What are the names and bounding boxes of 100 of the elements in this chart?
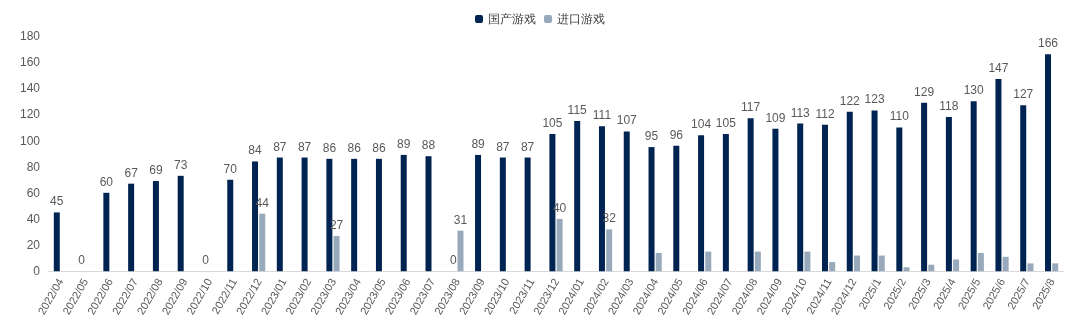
data-label: 31 (453, 212, 468, 227)
bar (333, 235, 340, 272)
bar (524, 157, 531, 272)
bar (945, 117, 952, 272)
data-label: 87 (297, 139, 312, 154)
y-tick-label: 40 (26, 211, 41, 226)
bar (53, 212, 60, 272)
data-label: 117 (741, 100, 761, 115)
data-label: 112 (815, 106, 835, 121)
bar (896, 127, 903, 272)
bar (829, 262, 836, 272)
data-label: 123 (864, 92, 885, 107)
bar (152, 181, 159, 272)
bar (1020, 105, 1027, 272)
data-label: 60 (99, 174, 114, 189)
bar (804, 251, 811, 272)
y-tick-label: 0 (33, 264, 41, 279)
data-label: 73 (174, 157, 188, 172)
bar (227, 179, 234, 272)
data-label: 105 (542, 116, 563, 131)
data-label: 45 (50, 194, 64, 209)
bar (953, 259, 960, 272)
legend-label: 国产游戏 (488, 12, 536, 26)
data-label: 113 (790, 105, 811, 120)
bar (1052, 263, 1059, 272)
data-label: 69 (149, 163, 163, 178)
data-label: 87 (520, 139, 535, 154)
bar (259, 213, 266, 272)
bar (103, 192, 110, 272)
data-label: 0 (202, 253, 210, 268)
data-label: 129 (914, 84, 935, 99)
bar (903, 267, 910, 272)
bar (177, 175, 184, 272)
data-label: 111 (592, 108, 612, 123)
data-label: 87 (496, 139, 510, 154)
bar (1045, 54, 1052, 272)
data-label: 88 (421, 138, 436, 153)
bar (754, 251, 761, 272)
data-label: 104 (691, 117, 712, 132)
data-label: 0 (449, 253, 457, 268)
bar (499, 157, 506, 272)
bar (995, 79, 1002, 272)
bar (606, 229, 613, 272)
bar (797, 123, 804, 272)
data-label: 147 (988, 61, 1009, 76)
bar (853, 255, 860, 272)
bar (846, 111, 853, 272)
y-tick-label: 160 (19, 55, 41, 70)
data-label: 86 (372, 140, 386, 155)
data-label: 86 (347, 140, 362, 155)
bar (375, 158, 382, 272)
data-label: 95 (644, 129, 659, 144)
bar (977, 252, 984, 272)
data-label: 84 (248, 143, 263, 158)
data-label: 86 (322, 140, 337, 155)
bar (556, 218, 563, 272)
bar (1027, 263, 1034, 272)
y-tick-label: 80 (26, 159, 41, 174)
data-label: 89 (397, 136, 411, 151)
y-tick-label: 100 (19, 133, 41, 148)
bar (276, 157, 283, 272)
data-label: 122 (839, 93, 861, 108)
bar (574, 120, 581, 272)
data-label: 118 (939, 99, 959, 114)
bar (648, 147, 655, 272)
bar (655, 252, 662, 272)
data-label: 70 (223, 161, 238, 176)
bar (1002, 256, 1009, 272)
bar (698, 135, 705, 272)
data-label: 130 (963, 83, 984, 98)
bar (475, 154, 482, 272)
data-label: 105 (715, 116, 737, 131)
data-label: 166 (1037, 36, 1059, 51)
data-label: 107 (616, 113, 638, 128)
bar (722, 134, 729, 272)
bar (970, 101, 977, 272)
bar (351, 158, 358, 272)
bar (747, 118, 754, 272)
bar (705, 251, 712, 272)
data-label: 89 (471, 136, 486, 151)
bar (772, 128, 779, 272)
y-tick-label: 180 (19, 29, 41, 43)
bar (623, 131, 630, 272)
bar (928, 264, 935, 272)
bar (457, 230, 464, 272)
bar (921, 102, 928, 272)
bar (673, 145, 680, 272)
data-label: 127 (1013, 87, 1034, 102)
data-label: 110 (889, 109, 910, 124)
y-tick-label: 120 (19, 107, 41, 122)
data-label: 96 (669, 127, 684, 142)
bar (425, 156, 432, 272)
data-label: 0 (78, 253, 86, 268)
y-tick-label: 20 (26, 238, 41, 253)
bar (598, 126, 605, 272)
bar (128, 183, 135, 272)
data-label: 115 (567, 102, 588, 117)
bar (878, 255, 885, 272)
y-tick-label: 140 (19, 81, 41, 96)
y-tick-label: 60 (26, 185, 41, 200)
